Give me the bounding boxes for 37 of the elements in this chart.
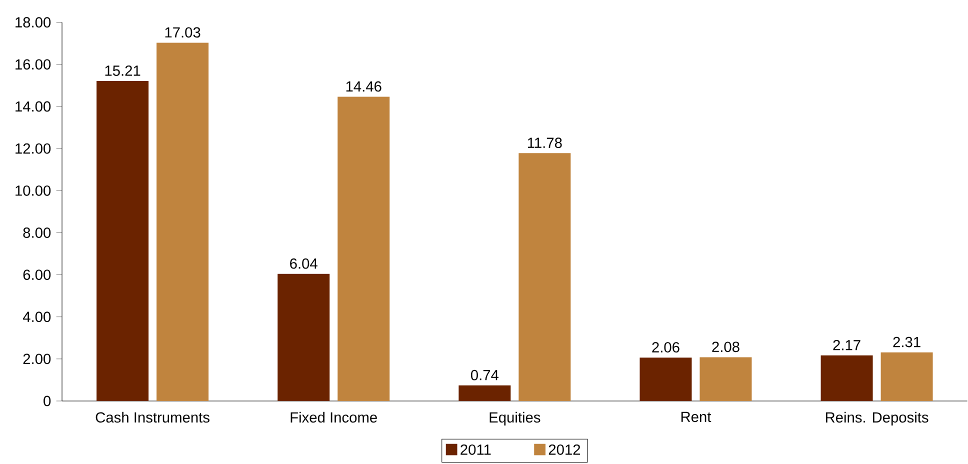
data-label: 14.46: [346, 81, 382, 92]
data-label: 11.78: [528, 138, 562, 148]
data-label: 2.31: [893, 336, 920, 348]
legend-label: 2011: [460, 444, 491, 455]
data-label: 6.04: [290, 258, 318, 269]
data-label: 0.74: [470, 370, 498, 380]
data-label: 2.08: [712, 342, 740, 352]
y-tick-label: 10.00: [16, 185, 51, 196]
y-tick-label: 4.00: [22, 312, 51, 322]
bar: [700, 357, 752, 401]
bar: [156, 42, 209, 401]
x-tick-label: Reins. Deposits: [826, 412, 928, 426]
y-tick-label: 16.00: [16, 59, 51, 70]
bar: [518, 153, 571, 401]
bar: [880, 352, 933, 401]
y-tick-label: 0: [44, 396, 51, 406]
y-tick-label: 6.00: [23, 270, 51, 280]
x-tick-label: Fixed Income: [290, 412, 377, 423]
bar: [278, 274, 330, 401]
x-tick-label: Cash Instruments: [96, 412, 210, 423]
bar: [820, 355, 873, 401]
y-tick-label: 12.00: [16, 143, 51, 154]
bar: [640, 358, 692, 401]
bar: [96, 81, 149, 401]
data-label: 17.03: [165, 27, 200, 38]
x-tick-label: Equities: [490, 412, 540, 426]
y-tick-label: 18.00: [16, 17, 51, 28]
y-tick-label: 14.00: [16, 101, 51, 112]
x-tick-label: Rent: [681, 412, 712, 422]
bar: [338, 96, 390, 401]
data-label: 2.17: [833, 340, 860, 350]
bar: [458, 385, 511, 401]
y-tick-label: 2.00: [23, 354, 51, 364]
y-tick-label: 8.00: [23, 228, 51, 238]
data-label: 15.21: [105, 65, 140, 76]
legend-label: 2012: [548, 444, 580, 455]
data-label: 2.06: [652, 342, 680, 352]
